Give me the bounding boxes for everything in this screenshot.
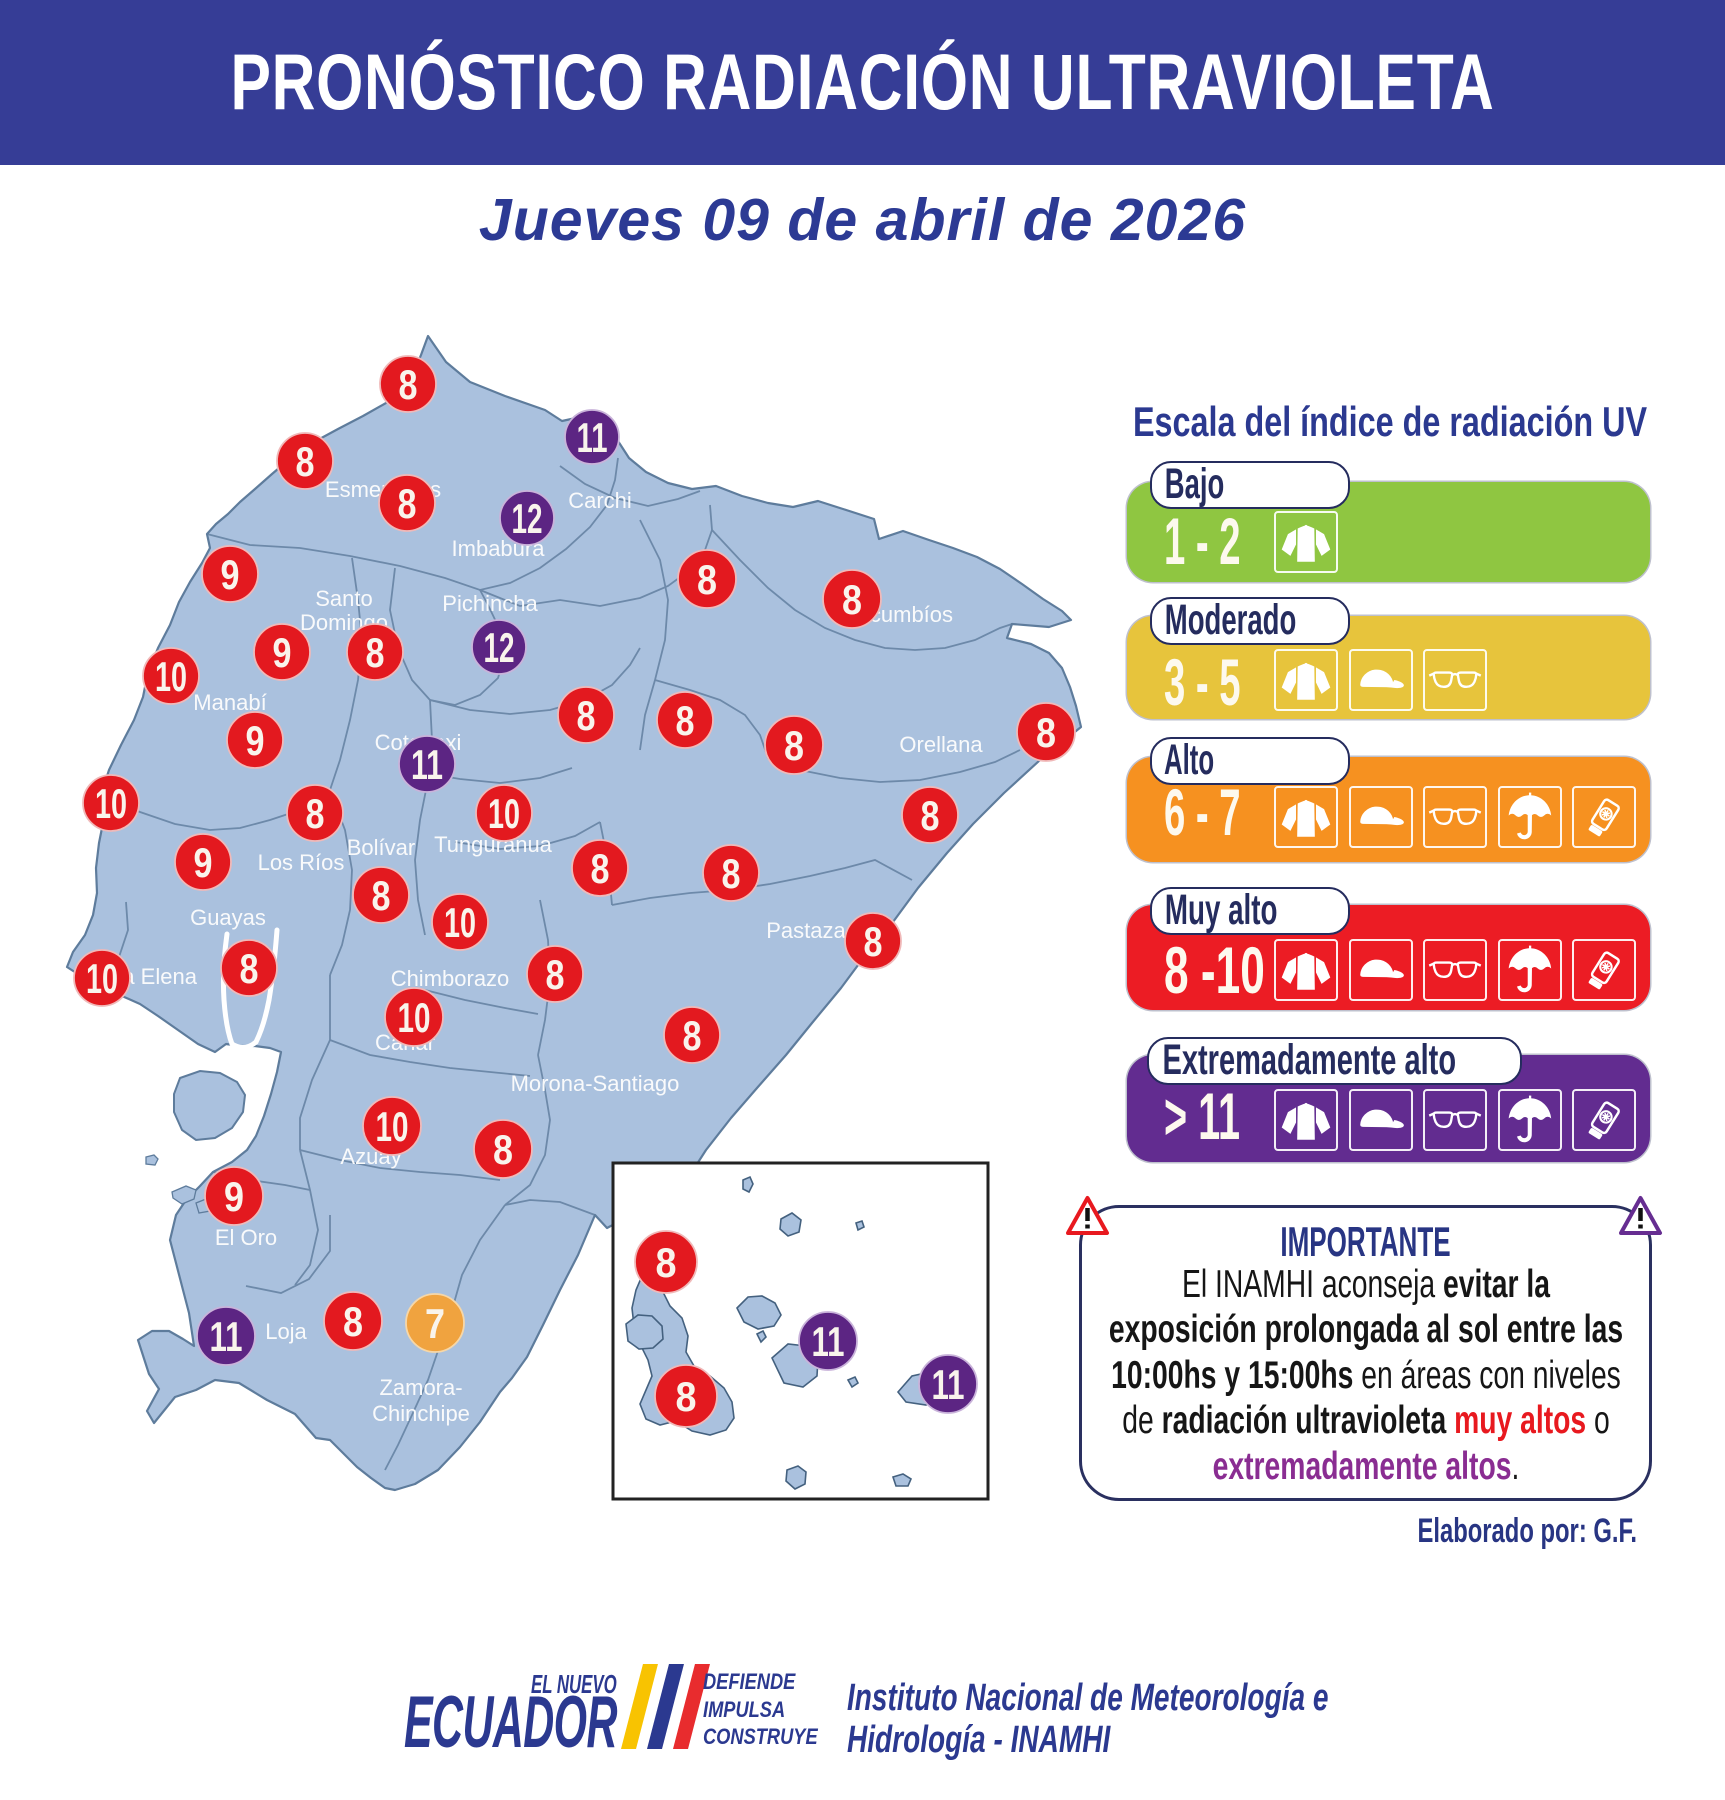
svg-text:11: 11 (577, 414, 608, 461)
svg-text:Los Ríos: Los Ríos (258, 850, 345, 875)
svg-text:Santo: Santo (315, 586, 373, 611)
svg-text:9: 9 (273, 629, 292, 676)
svg-text:Loja: Loja (265, 1319, 307, 1344)
svg-text:10: 10 (488, 790, 520, 837)
svg-text:8: 8 (864, 918, 883, 965)
svg-text:8: 8 (240, 945, 259, 992)
svg-text:10: 10 (155, 653, 187, 700)
svg-text:7: 7 (425, 1300, 445, 1347)
svg-text:8: 8 (656, 1239, 677, 1286)
svg-text:11: 11 (210, 1313, 243, 1360)
svg-text:8: 8 (683, 1012, 702, 1059)
svg-text:8: 8 (591, 845, 610, 892)
svg-text:8: 8 (398, 480, 417, 527)
svg-text:Morona-Santiago: Morona-Santiago (511, 1071, 680, 1096)
svg-text:11: 11 (411, 741, 443, 788)
svg-text:10: 10 (376, 1103, 409, 1150)
svg-text:Zamora-: Zamora- (379, 1375, 462, 1400)
svg-text:8: 8 (697, 556, 717, 603)
svg-text:8: 8 (546, 951, 565, 998)
svg-text:Guayas: Guayas (190, 905, 266, 930)
svg-text:8: 8 (1036, 709, 1056, 756)
svg-text:8: 8 (921, 792, 940, 839)
svg-text:Carchi: Carchi (568, 488, 632, 513)
svg-text:Pichincha: Pichincha (442, 591, 538, 616)
svg-text:8: 8 (577, 692, 596, 739)
svg-text:Orellana: Orellana (899, 732, 983, 757)
svg-text:8: 8 (306, 790, 325, 837)
svg-text:9: 9 (224, 1173, 244, 1220)
svg-text:9: 9 (221, 551, 240, 598)
svg-text:8: 8 (296, 438, 315, 485)
svg-text:10: 10 (95, 780, 127, 827)
svg-text:El Oro: El Oro (215, 1225, 277, 1250)
svg-text:Pastaza: Pastaza (766, 918, 846, 943)
svg-text:9: 9 (246, 717, 265, 764)
svg-text:11: 11 (932, 1361, 965, 1408)
svg-text:8: 8 (676, 697, 695, 744)
svg-text:10: 10 (444, 899, 476, 946)
svg-text:10: 10 (86, 955, 118, 1002)
svg-text:9: 9 (194, 839, 213, 886)
svg-text:8: 8 (399, 361, 418, 408)
svg-text:Chimborazo: Chimborazo (391, 966, 510, 991)
svg-text:8: 8 (784, 722, 804, 769)
svg-text:12: 12 (512, 495, 543, 542)
svg-text:Manabí: Manabí (193, 690, 266, 715)
svg-text:8: 8 (676, 1373, 697, 1420)
svg-text:8: 8 (372, 872, 391, 919)
svg-text:10: 10 (398, 994, 431, 1041)
svg-text:Bolívar: Bolívar (347, 835, 415, 860)
svg-text:8: 8 (842, 576, 862, 623)
svg-text:8: 8 (343, 1298, 363, 1345)
svg-text:8: 8 (493, 1126, 513, 1173)
svg-text:8: 8 (722, 850, 741, 897)
svg-text:8: 8 (366, 629, 385, 676)
svg-text:Chinchipe: Chinchipe (372, 1401, 470, 1426)
svg-text:11: 11 (812, 1318, 845, 1365)
svg-text:12: 12 (484, 624, 515, 671)
